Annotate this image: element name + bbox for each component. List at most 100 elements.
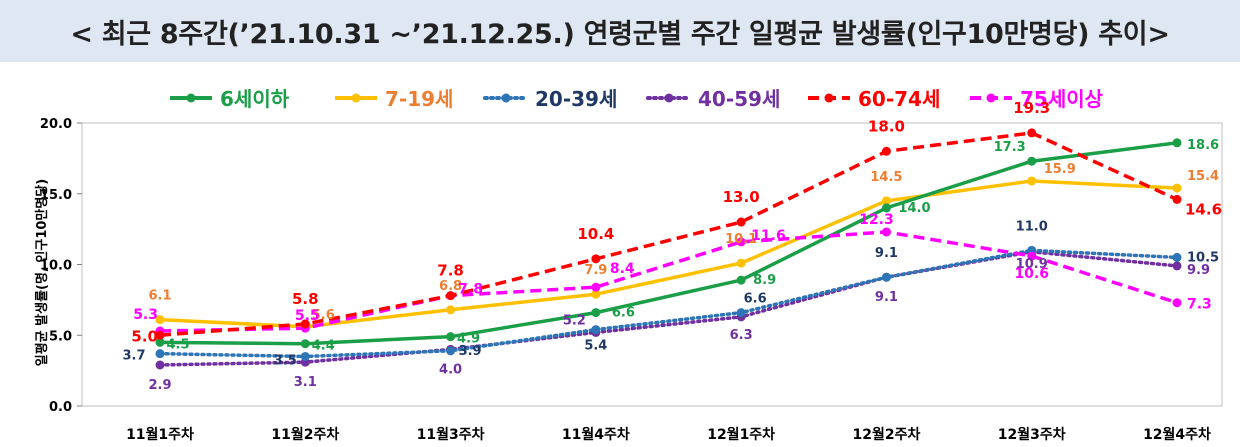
data-label: 19.3 — [1013, 99, 1050, 117]
data-label: 13.0 — [723, 188, 760, 206]
series-line — [159, 179, 1178, 329]
data-label: 6.6 — [612, 306, 635, 321]
data-point — [881, 196, 891, 206]
legend-label: 60-74세 — [858, 87, 940, 111]
data-label: 6.8 — [439, 279, 462, 294]
data-label: 4.9 — [457, 332, 480, 347]
series-line — [159, 141, 1178, 346]
data-point — [446, 305, 456, 315]
data-label: 6.6 — [744, 292, 767, 307]
data-point — [1027, 128, 1037, 138]
data-label: 3.5 — [274, 353, 297, 368]
data-label: 10.1 — [725, 232, 757, 247]
data-point — [736, 237, 746, 247]
legend-item: 20-39세 — [483, 87, 617, 111]
legend-label: 6세이하 — [220, 87, 290, 111]
legend-item: 40-59세 — [646, 87, 780, 111]
data-label: 14.0 — [898, 201, 930, 216]
data-point — [1027, 156, 1037, 166]
data-point — [881, 272, 891, 282]
data-label: 2.9 — [148, 378, 171, 393]
data-point — [446, 291, 456, 301]
data-label: 4.5 — [166, 337, 189, 352]
legend-item: 6세이하 — [170, 87, 290, 111]
data-label: 7.8 — [437, 262, 464, 280]
data-label: 5.4 — [584, 339, 607, 354]
data-point — [736, 308, 746, 318]
data-label: 11.6 — [751, 228, 786, 244]
legend-item: 75세이상 — [970, 87, 1104, 111]
data-point — [591, 289, 601, 299]
legend-item: 7-19세 — [335, 87, 453, 111]
data-label: 3.1 — [294, 375, 317, 390]
data-label: 11.0 — [1016, 219, 1048, 234]
data-point — [1172, 261, 1182, 271]
data-label: 5.2 — [563, 313, 586, 328]
x-tick-label: 12월2주차 — [852, 426, 920, 443]
x-tick-label: 11월4주차 — [562, 426, 630, 443]
data-point — [300, 319, 310, 329]
data-label: 3.7 — [122, 349, 145, 364]
y-tick-label: 5.0 — [49, 329, 72, 344]
series-3 — [155, 245, 1182, 361]
data-label: 5.5 — [295, 308, 320, 324]
x-tick-label: 11월3주차 — [417, 426, 485, 443]
data-label: 4.4 — [312, 339, 335, 354]
data-point — [591, 325, 601, 335]
legend-label: 7-19세 — [385, 87, 453, 111]
data-point — [1027, 176, 1037, 186]
data-point — [881, 227, 891, 237]
data-point — [1172, 298, 1182, 308]
legend-marker — [824, 93, 834, 103]
data-point — [155, 337, 165, 347]
data-label: 17.3 — [994, 140, 1026, 155]
data-point — [1172, 194, 1182, 204]
y-tick-label: 15.0 — [40, 188, 72, 203]
title-bar: < 최근 8주간(’21.10.31 ~’21.12.25.) 연령군별 주간 … — [0, 0, 1240, 62]
data-point — [300, 351, 310, 361]
series-5 — [155, 128, 1182, 340]
series-line — [158, 250, 1179, 367]
data-label: 9.9 — [1187, 263, 1210, 278]
data-label: 18.6 — [1187, 138, 1219, 153]
series-line — [159, 131, 1178, 337]
legend-marker — [664, 93, 674, 103]
y-tick-label: 20.0 — [40, 117, 72, 132]
y-tick-label: 10.0 — [40, 259, 72, 274]
data-label: 5.0 — [131, 327, 158, 345]
y-axis-title: 일평균 발생률(명, 인구10만명당) — [34, 179, 50, 366]
data-point — [591, 308, 601, 318]
data-point — [736, 258, 746, 268]
data-label: 14.5 — [870, 170, 902, 185]
data-label: 3.9 — [459, 344, 482, 359]
legend-marker — [986, 93, 996, 103]
series-2 — [155, 176, 1182, 332]
legend-marker — [186, 93, 196, 103]
data-label: 4.0 — [439, 362, 462, 377]
data-point — [591, 282, 601, 292]
data-label: 15.9 — [1044, 162, 1076, 177]
legend-item: 60-74세 — [808, 87, 940, 111]
data-label: 6.3 — [730, 328, 753, 343]
data-label: 6.1 — [148, 289, 171, 304]
data-label: 7.9 — [584, 263, 607, 278]
data-point — [155, 315, 165, 325]
legend-marker — [501, 93, 511, 103]
data-label: 15.4 — [1187, 169, 1219, 184]
data-point — [1172, 252, 1182, 262]
chart-title: < 최근 8주간(’21.10.31 ~’21.12.25.) 연령군별 주간 … — [70, 18, 1170, 50]
data-label: 10.6 — [1014, 266, 1049, 282]
series-1 — [155, 138, 1182, 349]
data-label: 7.3 — [1187, 297, 1212, 313]
data-point — [591, 254, 601, 264]
series-line — [159, 230, 1178, 333]
x-tick-label: 12월3주차 — [998, 426, 1066, 443]
x-tick-label: 12월4주차 — [1143, 426, 1211, 443]
x-tick-label: 12월1주차 — [707, 426, 775, 443]
data-point — [1027, 251, 1037, 261]
data-point — [155, 349, 165, 359]
legend-label: 20-39세 — [535, 87, 617, 111]
data-label: 14.6 — [1185, 200, 1222, 218]
data-label: 8.4 — [610, 261, 635, 277]
legend-label: 40-59세 — [698, 87, 780, 111]
